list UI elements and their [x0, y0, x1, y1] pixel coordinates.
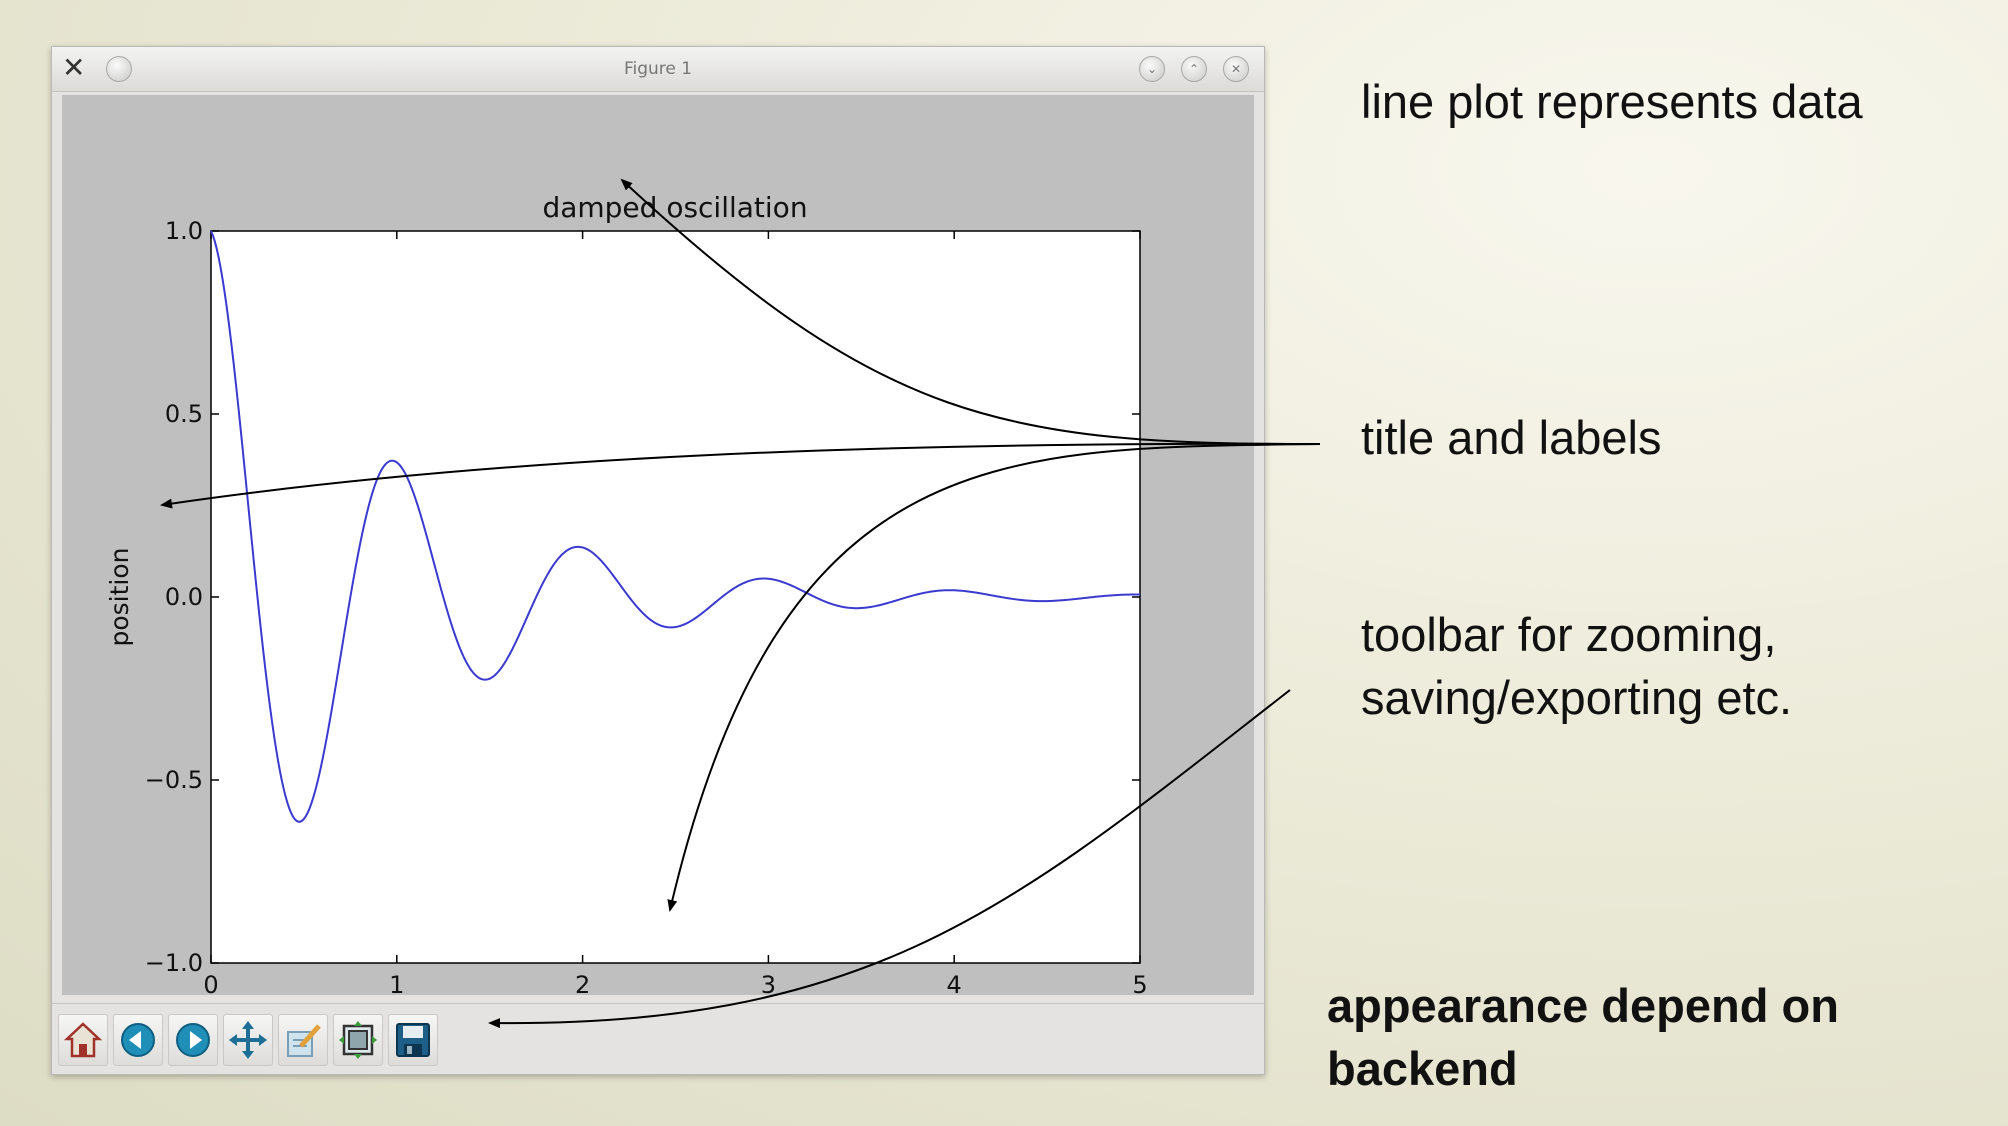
y-tick-label: −0.5	[145, 766, 203, 794]
save-button[interactable]	[388, 1014, 438, 1066]
save-icon	[396, 1023, 430, 1057]
annotation-toolbar-line2: saving/exporting etc.	[1361, 671, 1793, 724]
y-axis-label: position	[105, 547, 134, 646]
x-tick-label: 2	[575, 971, 590, 995]
y-tick-label: 0.0	[165, 583, 203, 611]
chart-svg: 0 1 2 3 4 5 1.0 0.5 0.0 −0.5 −1.0 damped oscillati…	[105, 191, 1148, 995]
annotation-backend-line2: backend	[1327, 1042, 1518, 1095]
maximize-icon[interactable]: ⌃	[1181, 56, 1207, 82]
annotation-toolbar-line1: toolbar for zooming,	[1361, 608, 1777, 661]
y-tick-label: 1.0	[165, 217, 203, 245]
subplots-icon	[339, 1021, 377, 1059]
x-tick-label: 1	[389, 971, 404, 995]
annotation-line-plot: line plot represents data	[1361, 75, 1863, 128]
x-tick-label: 5	[1132, 971, 1147, 995]
figure-canvas[interactable]: 0 1 2 3 4 5 1.0 0.5 0.0 −0.5 −1.0 damped oscillati…	[62, 95, 1254, 995]
edit-button[interactable]	[278, 1014, 328, 1066]
annotation-title-labels: title and labels	[1361, 411, 1662, 464]
x-tick-label: 4	[947, 971, 962, 995]
forward-button[interactable]	[168, 1014, 218, 1066]
back-icon	[121, 1023, 155, 1057]
y-tick-label: 0.5	[165, 400, 203, 428]
home-icon	[63, 1022, 103, 1058]
x-tick-label: 0	[203, 971, 218, 995]
subplots-button[interactable]	[333, 1014, 383, 1066]
matplotlib-x-icon: ✕	[62, 51, 86, 84]
y-tick-label: −1.0	[145, 949, 203, 977]
navigation-toolbar	[52, 1003, 1264, 1074]
back-button[interactable]	[113, 1014, 163, 1066]
annotation-backend-line1: appearance depend on	[1327, 979, 1839, 1032]
edit-icon	[287, 1024, 321, 1057]
minimize-icon[interactable]: ⌄	[1139, 56, 1165, 82]
x-tick-label: 3	[761, 971, 776, 995]
window-menu-icon[interactable]	[106, 56, 132, 82]
close-icon[interactable]: ✕	[1223, 56, 1249, 82]
figure-window: ✕ Figure 1 ⌄ ⌃ ✕ 0 1 2 3 4 5 1.0 0.5 0.0 −0.5 −1.0…	[51, 46, 1265, 1075]
pan-icon	[229, 1021, 267, 1059]
chart-title: damped oscillation	[542, 191, 807, 224]
forward-icon	[176, 1023, 210, 1057]
window-title: Figure 1	[623, 59, 693, 79]
pan-button[interactable]	[223, 1014, 273, 1066]
home-button[interactable]	[58, 1014, 108, 1066]
window-titlebar[interactable]: ✕ Figure 1 ⌄ ⌃ ✕	[52, 47, 1264, 92]
